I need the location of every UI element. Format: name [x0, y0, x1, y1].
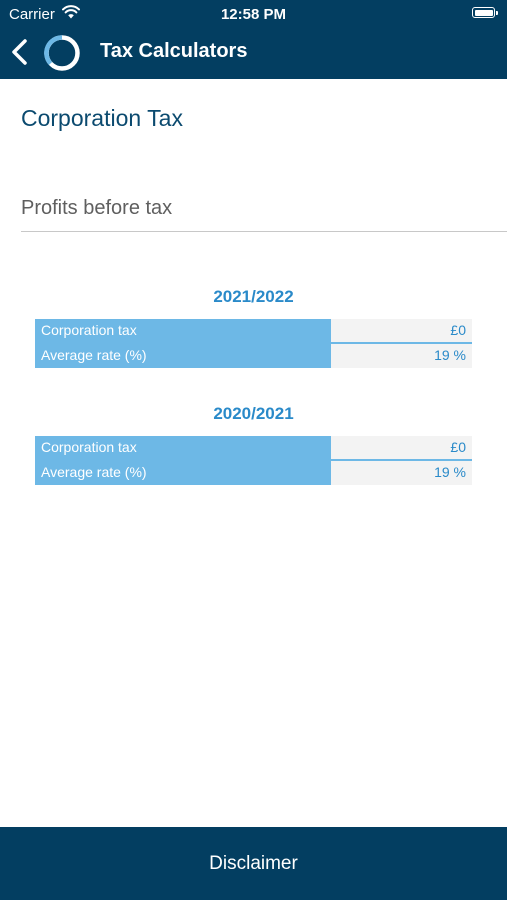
status-bar: Carrier 12:58 PM [0, 0, 507, 28]
back-chevron-icon[interactable] [8, 36, 32, 68]
year-heading: 2020/2021 [213, 404, 294, 423]
results-table: Corporation tax £0 Average rate (%) 19 % [35, 436, 472, 485]
row-value: £0 [331, 436, 472, 459]
row-value: 19 % [331, 461, 472, 485]
row-value: 19 % [331, 344, 472, 368]
disclaimer-button[interactable]: Disclaimer [0, 827, 507, 900]
results-2020-2021: 2020/2021 Corporation tax £0 Average rat… [35, 404, 472, 485]
row-label: Average rate (%) [35, 344, 331, 368]
row-value: £0 [331, 319, 472, 342]
table-row: Average rate (%) 19 % [35, 461, 472, 485]
nav-bar: Tax Calculators [0, 28, 507, 79]
page-title: Corporation Tax [21, 105, 183, 131]
top-bar: Carrier 12:58 PM Tax Calculators [0, 0, 507, 79]
table-row: Average rate (%) 19 % [35, 344, 472, 368]
status-time: 12:58 PM [220, 6, 287, 23]
wifi-icon [62, 5, 80, 19]
carrier-label: Carrier [9, 6, 55, 23]
profits-before-tax-input[interactable] [21, 186, 507, 232]
row-label: Average rate (%) [35, 461, 331, 485]
year-heading: 2021/2022 [213, 287, 294, 306]
row-label: Corporation tax [35, 436, 331, 459]
table-row: Corporation tax £0 [35, 436, 472, 461]
row-label: Corporation tax [35, 319, 331, 342]
battery-icon [472, 7, 498, 18]
results-table: Corporation tax £0 Average rate (%) 19 % [35, 319, 472, 368]
nav-title: Tax Calculators [100, 40, 248, 62]
results-2021-2022: 2021/2022 Corporation tax £0 Average rat… [35, 287, 472, 368]
ring-logo-icon [44, 35, 80, 71]
table-row: Corporation tax £0 [35, 319, 472, 344]
